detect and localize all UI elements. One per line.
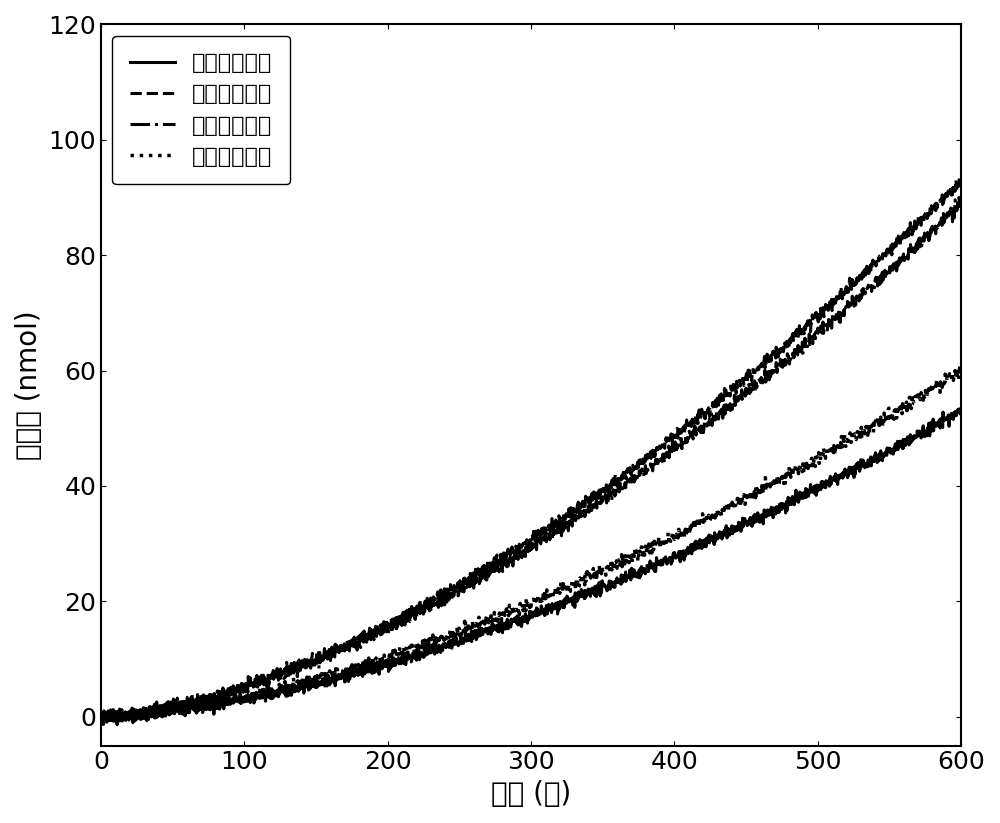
红色光子晶体 bbox=[491, 565, 503, 574]
绿色光子晶体 bbox=[139, 707, 151, 717]
未组装水凝胶 bbox=[955, 408, 967, 418]
蓝色光子晶体 bbox=[953, 171, 965, 181]
绿色光子晶体 bbox=[514, 601, 526, 611]
未组装水凝胶 bbox=[514, 617, 526, 627]
未组装水凝胶 bbox=[127, 718, 139, 728]
蓝色光子晶体 bbox=[955, 174, 967, 184]
绿色光子晶体 bbox=[97, 719, 109, 729]
红色光子晶体 bbox=[931, 220, 943, 230]
红色光子晶体 bbox=[773, 360, 785, 370]
蓝色光子晶体 bbox=[491, 550, 503, 560]
红色光子晶体 bbox=[930, 218, 942, 228]
蓝色光子晶体 bbox=[111, 717, 123, 727]
未组装水凝胶 bbox=[491, 621, 503, 630]
蓝色光子晶体 bbox=[931, 198, 943, 208]
Line: 未组装水凝胶: 未组装水凝胶 bbox=[101, 409, 961, 723]
未组装水凝胶 bbox=[953, 404, 965, 414]
红色光子晶体 bbox=[514, 549, 526, 559]
绿色光子晶体 bbox=[930, 383, 942, 393]
X-axis label: 时间 (秒): 时间 (秒) bbox=[491, 780, 571, 808]
绿色光子晶体 bbox=[491, 611, 503, 621]
未组装水凝胶 bbox=[95, 710, 107, 720]
Y-axis label: 氧气量 (nmol): 氧气量 (nmol) bbox=[15, 310, 43, 460]
绿色光子晶体 bbox=[95, 712, 107, 722]
蓝色光子晶体 bbox=[773, 346, 785, 356]
红色光子晶体 bbox=[139, 709, 151, 718]
红色光子晶体 bbox=[953, 193, 965, 202]
绿色光子晶体 bbox=[931, 374, 943, 384]
Legend: 未组装水凝胶, 蓝色光子晶体, 红色光子晶体, 绿色光子晶体: 未组装水凝胶, 蓝色光子晶体, 红色光子晶体, 绿色光子晶体 bbox=[112, 35, 290, 184]
红色光子晶体 bbox=[95, 714, 107, 724]
绿色光子晶体 bbox=[955, 361, 967, 371]
蓝色光子晶体 bbox=[514, 547, 526, 557]
蓝色光子晶体 bbox=[95, 711, 107, 721]
红色光子晶体 bbox=[955, 201, 967, 211]
未组装水凝胶 bbox=[930, 421, 942, 431]
Line: 蓝色光子晶体: 蓝色光子晶体 bbox=[101, 176, 961, 722]
Line: 红色光子晶体: 红色光子晶体 bbox=[101, 198, 961, 725]
绿色光子晶体 bbox=[773, 481, 785, 491]
蓝色光子晶体 bbox=[139, 704, 151, 714]
蓝色光子晶体 bbox=[930, 202, 942, 212]
红色光子晶体 bbox=[111, 720, 123, 730]
未组装水凝胶 bbox=[931, 419, 943, 429]
Line: 绿色光子晶体: 绿色光子晶体 bbox=[101, 366, 961, 724]
未组装水凝胶 bbox=[139, 711, 151, 721]
未组装水凝胶 bbox=[773, 503, 785, 513]
